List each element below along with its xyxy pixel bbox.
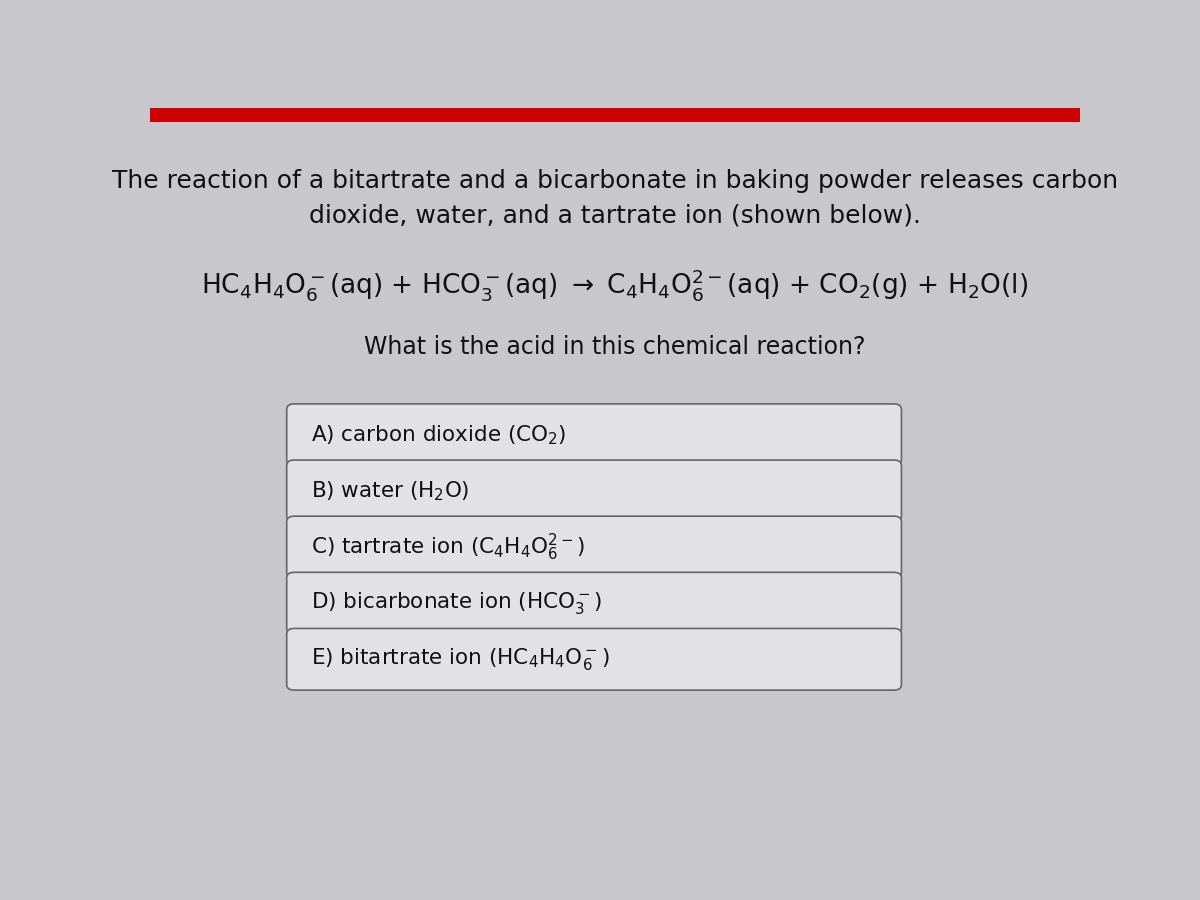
FancyBboxPatch shape [287,517,901,578]
Text: E) bitartrate ion (HC$_4$H$_4$O$_6^-$): E) bitartrate ion (HC$_4$H$_4$O$_6^-$) [311,646,610,672]
Text: B) water (H$_2$O): B) water (H$_2$O) [311,479,469,503]
Text: HC$_4$H$_4$O$_6^-$(aq) + HCO$_3^-$(aq) $\rightarrow$ C$_4$H$_4$O$_6^{2-}$(aq) + : HC$_4$H$_4$O$_6^-$(aq) + HCO$_3^-$(aq) $… [202,266,1028,302]
FancyBboxPatch shape [150,108,1080,122]
Text: A) carbon dioxide (CO$_2$): A) carbon dioxide (CO$_2$) [311,423,566,446]
FancyBboxPatch shape [287,572,901,634]
Text: D) bicarbonate ion (HCO$_3^-$): D) bicarbonate ion (HCO$_3^-$) [311,590,602,616]
FancyBboxPatch shape [287,460,901,522]
Text: C) tartrate ion (C$_4$H$_4$O$_6^{2-}$): C) tartrate ion (C$_4$H$_4$O$_6^{2-}$) [311,531,584,562]
Text: dioxide, water, and a tartrate ion (shown below).: dioxide, water, and a tartrate ion (show… [310,203,922,228]
FancyBboxPatch shape [287,404,901,465]
Text: The reaction of a bitartrate and a bicarbonate in baking powder releases carbon: The reaction of a bitartrate and a bicar… [112,169,1118,193]
FancyBboxPatch shape [287,628,901,690]
Text: What is the acid in this chemical reaction?: What is the acid in this chemical reacti… [365,335,865,359]
